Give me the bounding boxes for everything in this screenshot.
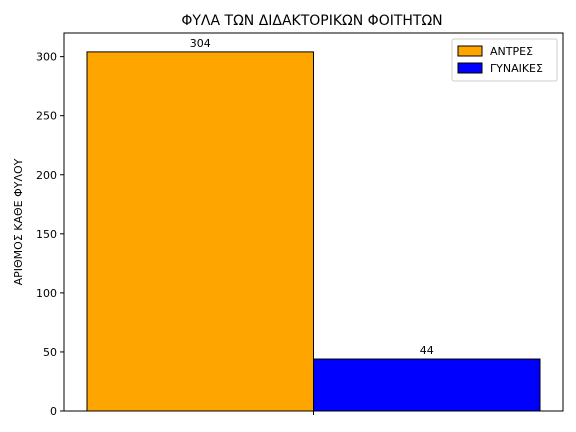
y-tick-label: 50 <box>43 346 57 359</box>
y-axis-label: ΑΡΙΘΜΟΣ ΚΑΘΕ ΦΥΛΟΥ <box>12 158 25 285</box>
bar-value-label: 44 <box>420 344 434 357</box>
y-tick-label: 250 <box>36 110 57 123</box>
bars: 304 44 <box>87 37 540 415</box>
y-axis-ticks: 0 50 100 150 200 250 300 <box>36 51 64 418</box>
legend-swatch <box>458 46 482 56</box>
chart-title: ΦΥΛΑ ΤΩΝ ΔΙΔΑΚΤΟΡΙΚΩΝ ΦΟΙΤΗΤΩΝ <box>181 13 442 29</box>
y-tick-label: 100 <box>36 287 57 300</box>
bar-2 <box>314 359 541 411</box>
y-tick-label: 0 <box>50 405 57 418</box>
legend: ΑΝΤΡΕΣ ΓΥΝΑΙΚΕΣ <box>452 39 557 81</box>
bar-value-label: 304 <box>190 37 211 50</box>
legend-label: ΓΥΝΑΙΚΕΣ <box>490 62 543 75</box>
y-tick-label: 150 <box>36 228 57 241</box>
bar-1 <box>87 52 314 411</box>
y-tick-label: 300 <box>36 51 57 64</box>
legend-label: ΑΝΤΡΕΣ <box>490 45 533 58</box>
y-tick-label: 200 <box>36 169 57 182</box>
legend-swatch <box>458 63 482 73</box>
